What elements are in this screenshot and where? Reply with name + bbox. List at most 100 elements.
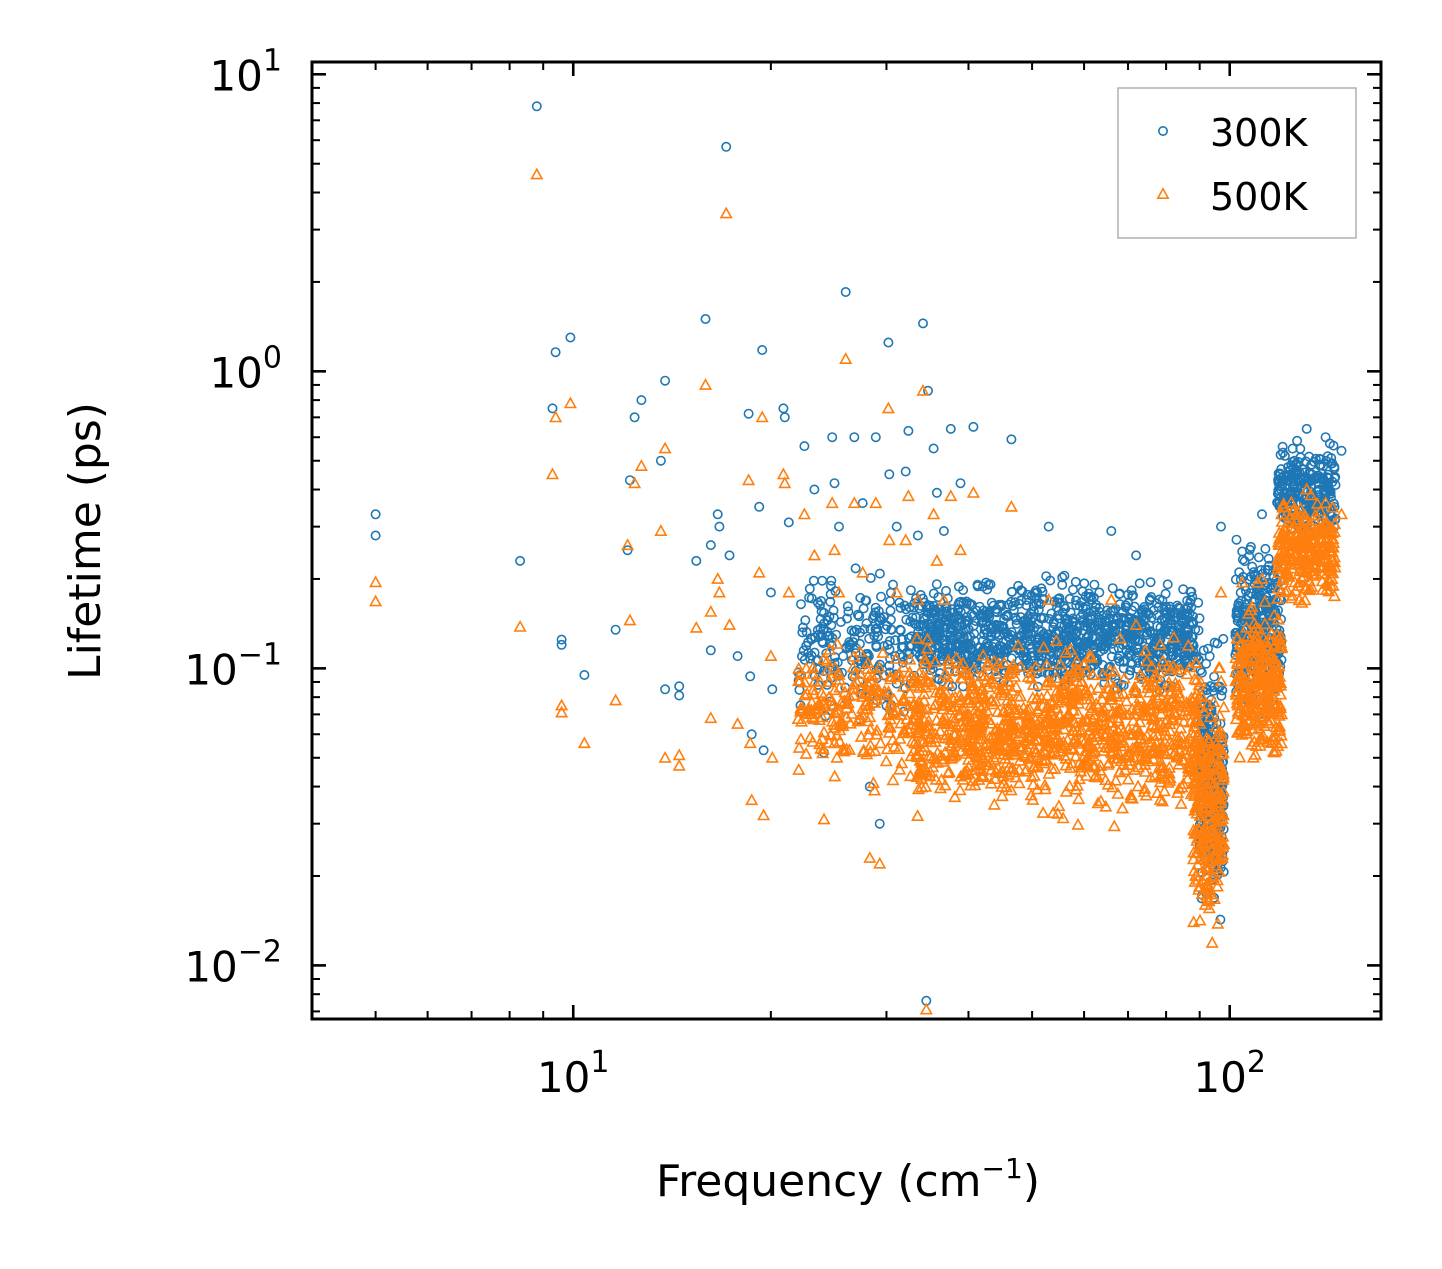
data-point — [1047, 721, 1061, 734]
data-point — [792, 763, 806, 775]
data-point — [658, 441, 672, 454]
y-tick-label: 10−2 — [184, 934, 282, 991]
data-point — [995, 789, 1009, 802]
data-point — [1307, 528, 1321, 541]
data-point — [1041, 701, 1055, 714]
data-point — [886, 773, 900, 786]
data-point — [969, 758, 983, 771]
data-point — [1230, 696, 1244, 709]
data-point — [1263, 649, 1277, 662]
data-point — [1103, 688, 1117, 701]
data-point — [1162, 579, 1173, 590]
data-point — [1189, 695, 1203, 708]
data-point — [1334, 507, 1349, 520]
data-point — [799, 661, 813, 674]
data-point — [1063, 779, 1077, 792]
data-point — [1231, 534, 1242, 545]
data-point — [1078, 754, 1092, 767]
data-point — [1253, 677, 1267, 690]
data-point — [1199, 762, 1213, 775]
data-point — [634, 459, 648, 472]
data-point — [860, 747, 874, 760]
data-point — [942, 676, 956, 689]
data-point — [1028, 601, 1039, 612]
data-point — [1082, 734, 1096, 747]
data-point — [1122, 727, 1136, 740]
data-point — [547, 403, 558, 414]
data-point — [752, 565, 766, 578]
data-point — [1128, 686, 1142, 699]
data-point — [1255, 698, 1270, 711]
data-point — [916, 383, 930, 396]
data-point — [1187, 915, 1201, 928]
data-point — [1301, 560, 1315, 573]
data-point — [830, 750, 844, 763]
data-point — [854, 730, 868, 742]
data-point — [960, 727, 974, 740]
data-point — [855, 592, 866, 603]
data-point — [1200, 890, 1214, 903]
data-point — [745, 671, 756, 682]
data-point — [797, 627, 808, 638]
data-point — [919, 619, 930, 630]
data-point — [846, 660, 860, 673]
data-point — [1270, 627, 1284, 640]
data-point — [847, 496, 861, 509]
data-point — [807, 548, 821, 561]
data-point — [979, 673, 993, 685]
data-point — [1037, 640, 1051, 653]
data-point — [816, 696, 830, 709]
data-point — [968, 421, 979, 432]
data-point — [1192, 883, 1206, 895]
data-point — [966, 485, 980, 498]
data-point — [1286, 476, 1297, 487]
data-point — [826, 575, 837, 586]
data-point — [1011, 618, 1022, 629]
data-point — [969, 763, 983, 775]
data-point — [980, 758, 994, 771]
data-point — [1254, 709, 1268, 722]
data-point — [939, 698, 953, 711]
data-point — [1071, 621, 1082, 632]
legend-markers — [1156, 126, 1170, 199]
data-point — [997, 703, 1011, 716]
data-point — [1282, 532, 1296, 545]
data-point — [658, 750, 672, 763]
data-point — [579, 669, 590, 680]
data-point — [1106, 525, 1117, 536]
data-point — [674, 681, 685, 692]
data-point — [689, 620, 703, 633]
data-point — [1258, 595, 1272, 607]
data-point — [1271, 705, 1285, 718]
data-point — [911, 593, 925, 605]
data-point — [961, 693, 975, 706]
data-point — [1210, 879, 1224, 892]
data-point — [874, 568, 885, 579]
data-point — [1321, 563, 1336, 576]
data-point — [1056, 741, 1070, 754]
data-point — [1198, 754, 1212, 767]
data-point — [1184, 608, 1195, 619]
data-point — [1177, 618, 1188, 629]
data-point — [1077, 648, 1088, 659]
data-point — [996, 599, 1007, 610]
data-point — [815, 623, 826, 634]
data-point — [1207, 892, 1221, 905]
data-point — [949, 663, 963, 676]
data-point — [1253, 738, 1267, 751]
data-point — [1158, 715, 1173, 728]
data-point — [1189, 800, 1203, 813]
data-point — [1258, 617, 1272, 630]
data-point — [926, 701, 940, 714]
data-point — [1006, 434, 1017, 445]
data-point — [1087, 719, 1101, 732]
data-point — [1250, 661, 1264, 674]
data-point — [1134, 634, 1145, 645]
data-point — [1082, 649, 1096, 662]
data-point — [515, 555, 526, 566]
data-point — [1312, 472, 1323, 483]
data-point — [1198, 820, 1212, 832]
data-point — [833, 680, 847, 693]
data-point — [1142, 685, 1157, 698]
data-point — [1046, 608, 1057, 619]
